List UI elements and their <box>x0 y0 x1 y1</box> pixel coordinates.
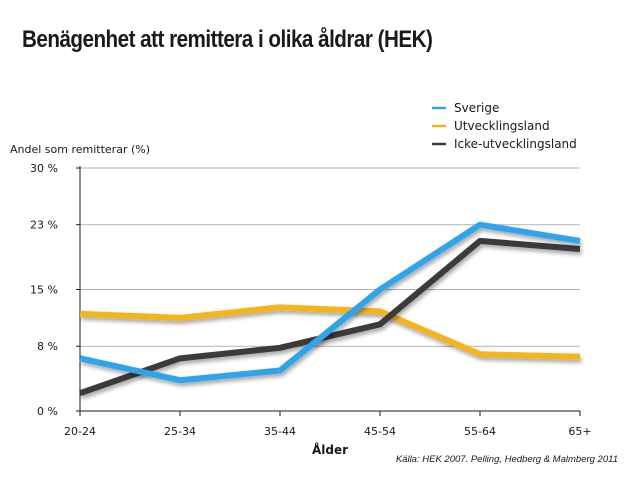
y-tick-label: 0 % <box>37 405 58 418</box>
legend: Sverige Utvecklingsland Icke-utvecklingsla… <box>432 101 577 151</box>
y-tick-labels: 0 % 8 % 15 % 23 % 30 % <box>30 162 58 418</box>
y-tick-label: 15 % <box>30 284 58 297</box>
legend-entry: Icke-utvecklingsland <box>454 137 577 151</box>
x-tick-label: 35-44 <box>264 425 296 438</box>
x-tick-label: 25-34 <box>164 425 196 438</box>
series-line-icke-utvecklingsland <box>79 237 581 397</box>
series-lines <box>79 221 581 397</box>
y-tick-label: 8 % <box>37 340 58 353</box>
source-note: Källa: HEK 2007. Pelling, Hedberg & Malm… <box>396 454 618 465</box>
series-line-sverige <box>79 221 581 384</box>
x-tick-label: 45-54 <box>364 425 396 438</box>
x-tick-label: 65+ <box>568 425 591 438</box>
x-tick-label: 55-64 <box>464 425 496 438</box>
y-tick-label: 23 % <box>30 219 58 232</box>
series-line-utvecklingsland <box>79 304 581 360</box>
y-axis-label: Andel som remitterar (%) <box>10 143 150 156</box>
legend-entry: Utvecklingsland <box>454 119 550 133</box>
axes <box>76 166 581 416</box>
x-tick-labels: 20-24 25-34 35-44 45-54 55-64 65+ <box>64 425 592 438</box>
slide-title: Benägenhet att remittera i olika åldrar … <box>22 26 433 53</box>
legend-entry: Sverige <box>454 101 499 115</box>
y-tick-label: 30 % <box>30 162 58 175</box>
x-axis-label: Ålder <box>312 442 348 457</box>
x-tick-label: 20-24 <box>64 425 96 438</box>
